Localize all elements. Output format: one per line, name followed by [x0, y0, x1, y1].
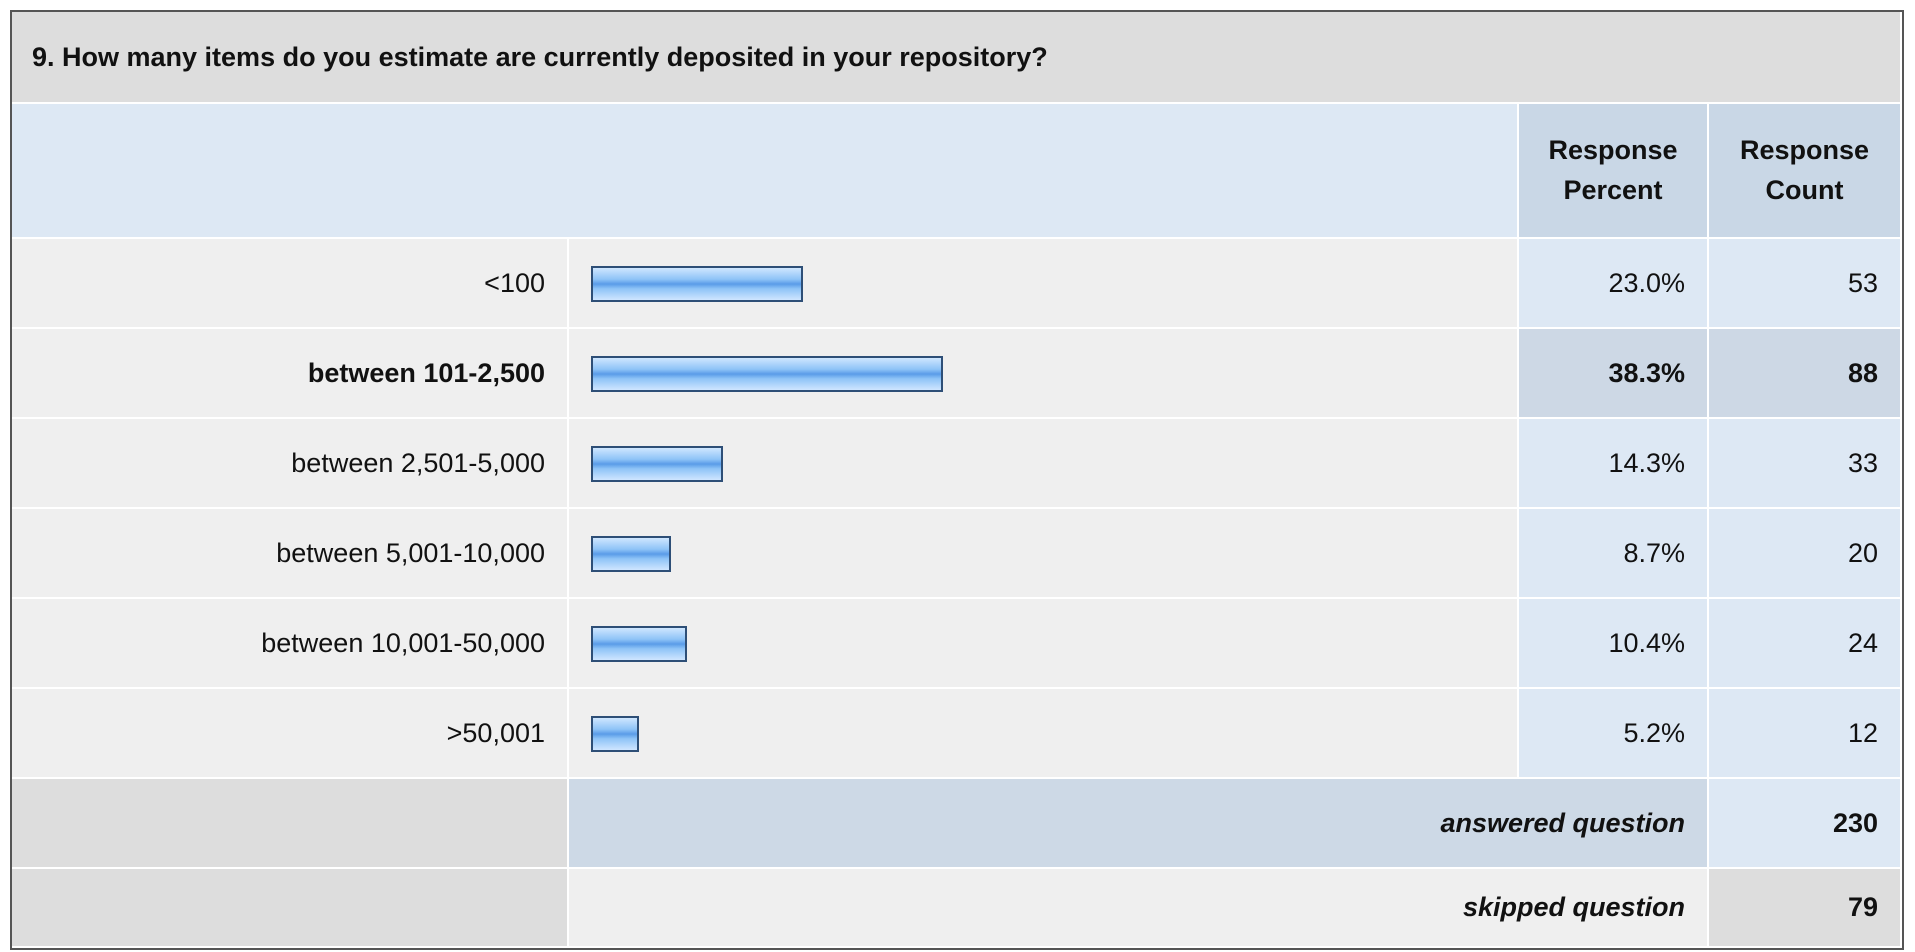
response-count: 33 [1709, 419, 1902, 509]
bar [591, 626, 687, 662]
row-label: between 2,501-5,000 [12, 419, 569, 509]
column-header: Response Percent [1519, 104, 1709, 239]
bar [591, 716, 639, 752]
bar-cell [569, 239, 1519, 329]
row-label: >50,001 [12, 689, 569, 779]
bar-cell [569, 509, 1519, 599]
skipped-label: skipped question [569, 869, 1709, 948]
question-title: 9. How many items do you estimate are cu… [12, 12, 1902, 104]
response-count: 12 [1709, 689, 1902, 779]
footer-blank [12, 869, 569, 948]
skipped-count: 79 [1709, 869, 1902, 948]
row-label: between 5,001-10,000 [12, 509, 569, 599]
response-count: 24 [1709, 599, 1902, 689]
response-percent: 38.3% [1519, 329, 1709, 419]
bar-cell [569, 419, 1519, 509]
row-label: between 10,001-50,000 [12, 599, 569, 689]
bar [591, 356, 944, 392]
answered-label: answered question [569, 779, 1709, 869]
answered-count: 230 [1709, 779, 1902, 869]
header-blank [12, 104, 1519, 239]
response-percent: 8.7% [1519, 509, 1709, 599]
row-label: <100 [12, 239, 569, 329]
response-percent: 14.3% [1519, 419, 1709, 509]
footer-blank [12, 779, 569, 869]
column-header: Response Count [1709, 104, 1902, 239]
response-count: 88 [1709, 329, 1902, 419]
row-label: between 101-2,500 [12, 329, 569, 419]
response-percent: 5.2% [1519, 689, 1709, 779]
response-percent: 10.4% [1519, 599, 1709, 689]
response-count: 53 [1709, 239, 1902, 329]
response-count: 20 [1709, 509, 1902, 599]
bar-cell [569, 329, 1519, 419]
bar [591, 536, 672, 572]
bar-cell [569, 599, 1519, 689]
bar [591, 266, 803, 302]
response-percent: 23.0% [1519, 239, 1709, 329]
bar-cell [569, 689, 1519, 779]
survey-table: 9. How many items do you estimate are cu… [10, 10, 1904, 950]
bar [591, 446, 723, 482]
